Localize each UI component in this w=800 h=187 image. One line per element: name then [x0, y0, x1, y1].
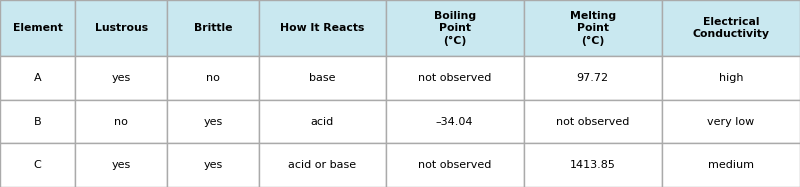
Text: A: A	[34, 73, 42, 83]
Bar	[259, 56, 386, 100]
Bar	[662, 0, 800, 56]
Text: Electrical
Conductivity: Electrical Conductivity	[693, 17, 770, 39]
Text: Melting
Point
(°C): Melting Point (°C)	[570, 11, 616, 45]
Bar	[386, 56, 524, 100]
Bar	[259, 100, 386, 143]
Text: Lustrous: Lustrous	[94, 23, 148, 33]
Text: Boiling
Point
(°C): Boiling Point (°C)	[434, 11, 476, 45]
Text: high: high	[718, 73, 743, 83]
Bar	[386, 143, 524, 187]
Text: yes: yes	[203, 117, 223, 127]
Text: acid or base: acid or base	[288, 160, 357, 170]
Text: Element: Element	[13, 23, 62, 33]
Text: not observed: not observed	[418, 160, 491, 170]
Bar	[167, 56, 259, 100]
Text: no: no	[114, 117, 128, 127]
Text: medium: medium	[708, 160, 754, 170]
Text: not observed: not observed	[556, 117, 630, 127]
Bar	[167, 143, 259, 187]
Text: yes: yes	[203, 160, 223, 170]
Text: acid: acid	[310, 117, 334, 127]
Text: B: B	[34, 117, 42, 127]
Text: base: base	[309, 73, 336, 83]
Bar	[75, 143, 167, 187]
Text: How It Reacts: How It Reacts	[280, 23, 365, 33]
Bar	[0, 143, 75, 187]
Bar	[259, 0, 386, 56]
Bar	[75, 0, 167, 56]
Bar	[662, 56, 800, 100]
Text: Brittle: Brittle	[194, 23, 233, 33]
Text: no: no	[206, 73, 220, 83]
Text: –34.04: –34.04	[436, 117, 474, 127]
Bar	[167, 0, 259, 56]
Bar	[0, 0, 75, 56]
Bar	[167, 100, 259, 143]
Bar	[662, 100, 800, 143]
Bar	[524, 143, 662, 187]
Text: C: C	[34, 160, 42, 170]
Bar	[386, 0, 524, 56]
Text: very low: very low	[707, 117, 754, 127]
Bar	[75, 56, 167, 100]
Bar	[524, 56, 662, 100]
Bar	[0, 56, 75, 100]
Bar	[524, 100, 662, 143]
Text: yes: yes	[111, 73, 130, 83]
Bar	[662, 143, 800, 187]
Bar	[259, 143, 386, 187]
Bar	[75, 100, 167, 143]
Bar	[0, 100, 75, 143]
Text: yes: yes	[111, 160, 130, 170]
Bar	[524, 0, 662, 56]
Text: 1413.85: 1413.85	[570, 160, 616, 170]
Bar	[386, 100, 524, 143]
Text: 97.72: 97.72	[577, 73, 609, 83]
Text: not observed: not observed	[418, 73, 491, 83]
